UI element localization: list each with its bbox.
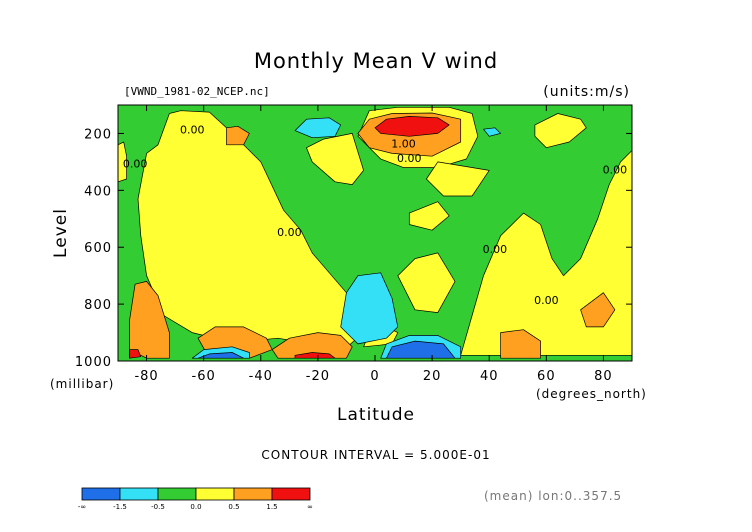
contour-region-13 xyxy=(271,332,353,359)
plot-fills xyxy=(117,104,633,362)
colorbar-label: 0.0 xyxy=(190,503,201,511)
contour-region-16 xyxy=(500,329,541,359)
colorbar-label: ∞ xyxy=(307,503,313,511)
contour-region-20 xyxy=(294,352,336,359)
contour-region-19 xyxy=(129,349,142,359)
units-label: (units:m/s) xyxy=(543,84,630,100)
x-tick-label: 80 xyxy=(594,369,613,384)
contour-region-21 xyxy=(294,117,342,139)
contour-region-7 xyxy=(397,252,456,313)
colorbar-label: 1.5 xyxy=(266,503,277,511)
contour-region-6 xyxy=(408,201,450,231)
contour-label-2: 0.00 xyxy=(180,123,205,136)
contour-region-27 xyxy=(197,352,244,359)
x-units-label: (degrees_north) xyxy=(536,387,647,401)
contour-region-17 xyxy=(580,292,616,328)
x-tick-label: -60 xyxy=(192,369,216,384)
colorbar-swatch xyxy=(119,487,159,501)
contour-region-5 xyxy=(426,161,490,197)
colorbar-swatch xyxy=(157,487,197,501)
contour-region-18 xyxy=(374,116,450,137)
mean-note: (mean) lon:0..357.5 xyxy=(484,489,622,503)
y-tick-label: 800 xyxy=(84,298,112,313)
y-axis-label: Level xyxy=(51,208,71,258)
y-tick-label: 600 xyxy=(84,241,112,256)
contour-label-1: 0.00 xyxy=(397,152,422,165)
x-axis: -80 -60 -40 -20 0 20 40 60 80 xyxy=(134,105,612,384)
y-tick-label: 400 xyxy=(84,184,112,199)
contour-region-26 xyxy=(386,340,456,359)
y-units-label: (millibar) xyxy=(50,377,114,391)
x-tick-label: 40 xyxy=(480,369,499,384)
colorbar-swatch xyxy=(195,487,235,501)
x-tick-label: -80 xyxy=(134,369,158,384)
colorbar-label: -1.5 xyxy=(113,503,127,511)
contour-region-3 xyxy=(306,133,364,185)
y-tick-label: 200 xyxy=(84,127,112,142)
contour-region-23 xyxy=(340,272,399,345)
contour-interval-label: CONTOUR INTERVAL = 5.000E-01 xyxy=(261,448,490,462)
contour-label-4: 0.00 xyxy=(277,226,302,239)
chart-title: Monthly Mean V wind xyxy=(254,49,498,73)
contour-region-8 xyxy=(534,113,587,149)
contour-label-5: 0.00 xyxy=(483,243,508,256)
y-tick-label: 1000 xyxy=(75,355,112,370)
x-tick-label: -40 xyxy=(249,369,273,384)
colorbar-swatch xyxy=(233,487,273,501)
contour-labels: 1.000.000.000.000.000.000.000.00 xyxy=(123,123,627,307)
contour-region-11 xyxy=(129,281,170,359)
contour-region-22 xyxy=(483,127,501,137)
contour-label-0: 1.00 xyxy=(391,138,416,151)
x-tick-label: 60 xyxy=(537,369,556,384)
colorbar-label: -∞ xyxy=(78,503,86,511)
contour-region-14 xyxy=(226,125,250,146)
x-tick-label: 20 xyxy=(423,369,442,384)
contour-label-6: 0.00 xyxy=(534,294,559,307)
x-axis-label: Latitude xyxy=(337,405,415,425)
contour-label-3: 0.00 xyxy=(123,158,148,171)
colorbar-label: -0.5 xyxy=(151,503,165,511)
colorbar: -∞ -1.5 -0.5 0.0 0.5 1.5 ∞ xyxy=(78,487,313,511)
x-tick-label: -20 xyxy=(306,369,330,384)
file-label: [VWND_1981-02_NCEP.nc] xyxy=(124,85,270,98)
colorbar-swatch xyxy=(271,487,311,501)
colorbar-label: 0.5 xyxy=(228,503,239,511)
colorbar-swatch xyxy=(81,487,121,501)
contour-label-7: 0.00 xyxy=(603,163,628,176)
y-axis: 200 400 600 800 1000 xyxy=(75,127,632,370)
x-tick-label: 0 xyxy=(370,369,379,384)
